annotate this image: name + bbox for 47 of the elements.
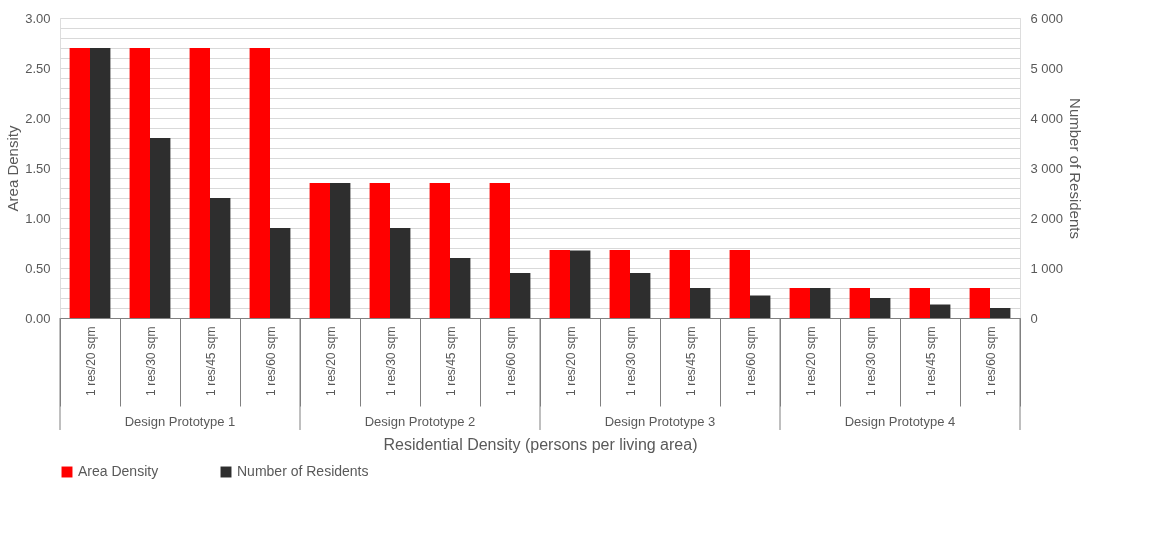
x-tick-label: 1 res/45 sqm xyxy=(203,326,218,396)
y2-tick-label: 1 000 xyxy=(1030,260,1064,276)
y2-tick-label: 0 xyxy=(1030,310,1038,326)
y2-tick-label: 6 000 xyxy=(1030,10,1064,26)
x-tick-label: 1 res/60 sqm xyxy=(263,326,278,396)
x-tick-label: 1 res/30 sqm xyxy=(383,326,398,396)
x-tick-label: 1 res/20 sqm xyxy=(803,326,818,396)
text: Design Prototype 4 xyxy=(844,414,956,429)
x-tick-label: 1 res/60 sqm xyxy=(503,326,518,396)
bar xyxy=(249,48,270,318)
y-tick-label: 2.00 xyxy=(25,110,51,126)
y-tick-label: 0.00 xyxy=(25,310,51,326)
bar xyxy=(489,183,510,318)
legend-label: Number of Residents xyxy=(237,463,369,479)
legend-label: Area Density xyxy=(78,463,159,479)
x-tick-label: 1 res/20 sqm xyxy=(563,326,578,396)
y-tick-label: 2.50 xyxy=(25,60,51,76)
x-tick-label: 1 res/60 sqm xyxy=(743,326,758,396)
bar xyxy=(729,250,750,318)
x-tick-label: 1 res/45 sqm xyxy=(683,326,698,396)
y2-tick-label: 4 000 xyxy=(1030,110,1064,126)
bar xyxy=(909,288,930,318)
text: Design Prototype 1 xyxy=(124,414,236,429)
y-tick-label: 1.00 xyxy=(25,210,51,226)
y-tick-label: 0.50 xyxy=(25,260,51,276)
y-axis-title: Area Density xyxy=(4,125,22,212)
x-tick-label: 1 res/20 sqm xyxy=(323,326,338,396)
x-tick-label: 1 res/30 sqm xyxy=(623,326,638,396)
bar xyxy=(189,48,210,318)
bar xyxy=(669,250,690,318)
y-tick-label: 3.00 xyxy=(25,10,51,26)
y2-tick-label: 3 000 xyxy=(1030,160,1064,176)
text: Design Prototype 2 xyxy=(364,414,476,429)
bar xyxy=(429,183,450,318)
text: Design Prototype 3 xyxy=(604,414,716,429)
x-tick-label: 1 res/30 sqm xyxy=(863,326,878,396)
y2-tick-label: 5 000 xyxy=(1030,60,1064,76)
y2-tick-label: 2 000 xyxy=(1030,210,1064,226)
x-tick-label: 1 res/20 sqm xyxy=(83,326,98,396)
x-tick-label: 1 res/60 sqm xyxy=(983,326,998,396)
bar xyxy=(969,288,990,318)
y2-axis-title: Number of Residents xyxy=(1067,98,1085,239)
x-axis-title: Residential Density (persons per living area) xyxy=(383,436,698,453)
x-tick-label: 1 res/45 sqm xyxy=(923,326,938,396)
x-tick-label: 1 res/45 sqm xyxy=(443,326,458,396)
x-tick-label: 1 res/30 sqm xyxy=(143,326,158,396)
y-tick-label: 1.50 xyxy=(25,160,51,176)
